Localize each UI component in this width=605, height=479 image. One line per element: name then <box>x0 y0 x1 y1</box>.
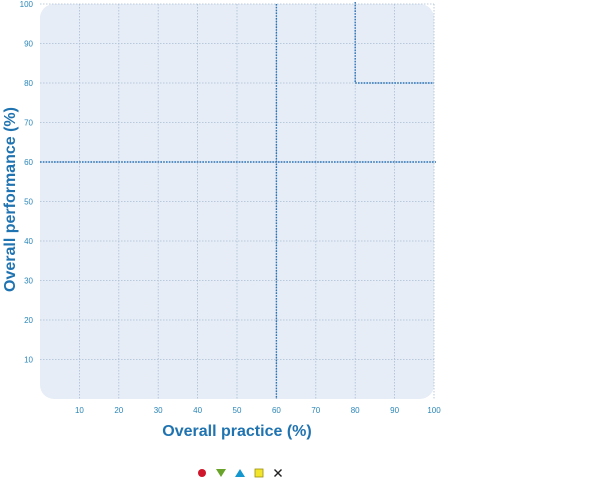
x-axis-ticks: 10 20 30 40 50 60 70 80 90 100 <box>75 406 441 415</box>
y-tick-label: 50 <box>24 198 33 207</box>
plot-background <box>40 4 434 399</box>
y-tick-label: 100 <box>20 0 34 9</box>
x-tick-label: 60 <box>272 406 281 415</box>
y-tick-label: 80 <box>24 79 33 88</box>
x-tick-label: 50 <box>233 406 242 415</box>
x-tick-label: 10 <box>75 406 84 415</box>
x-tick-label: 100 <box>427 406 441 415</box>
legend-triangle-up-icon[interactable] <box>235 469 245 477</box>
x-tick-label: 90 <box>390 406 399 415</box>
legend[interactable] <box>198 468 282 478</box>
x-tick-label: 70 <box>311 406 320 415</box>
x-tick-label: 30 <box>154 406 163 415</box>
y-tick-label: 70 <box>24 119 33 128</box>
y-tick-label: 10 <box>24 356 33 365</box>
y-tick-label: 40 <box>24 237 33 246</box>
y-axis-ticks: 10 20 30 40 50 60 70 80 90 100 <box>20 0 34 365</box>
legend-circle-icon[interactable] <box>198 469 206 477</box>
reference-lines <box>40 2 436 399</box>
x-tick-label: 40 <box>193 406 202 415</box>
y-axis-title: Overall performance (%) <box>2 107 19 292</box>
legend-cross-icon[interactable] <box>274 469 282 477</box>
x-tick-label: 20 <box>114 406 123 415</box>
y-tick-label: 60 <box>24 158 33 167</box>
y-tick-label: 90 <box>24 40 33 49</box>
legend-triangle-down-icon[interactable] <box>216 469 226 477</box>
y-tick-label: 20 <box>24 316 33 325</box>
x-axis-title: Overall practice (%) <box>162 423 311 440</box>
legend-square-icon[interactable] <box>254 468 264 478</box>
x-tick-label: 80 <box>351 406 360 415</box>
y-tick-label: 30 <box>24 277 33 286</box>
